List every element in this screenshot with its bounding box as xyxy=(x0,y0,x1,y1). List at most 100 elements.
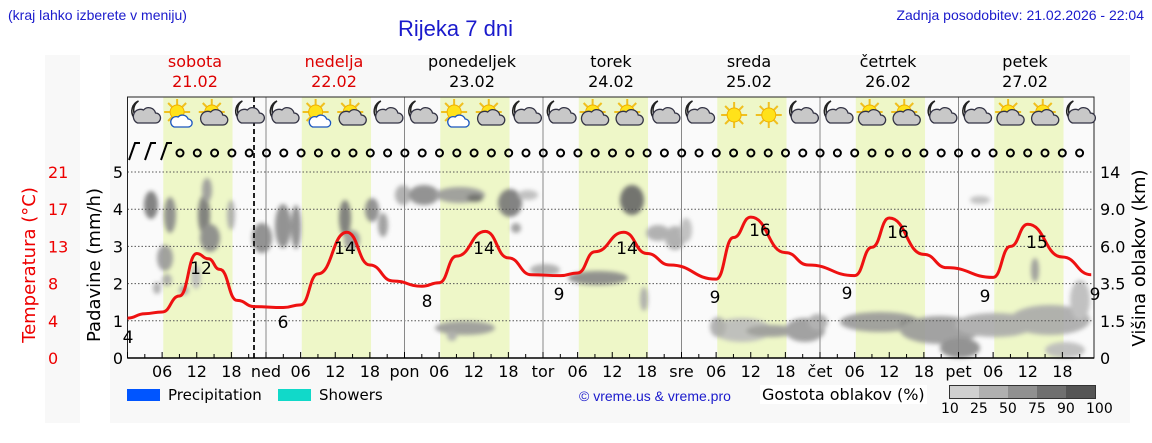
calm-wind-icon xyxy=(954,148,963,158)
density-tick: 100 xyxy=(1086,401,1113,417)
precipitation-swatch xyxy=(127,389,160,401)
temp-max-label: 15 xyxy=(1026,233,1048,253)
x-tick: 12 xyxy=(464,362,484,381)
calm-wind-icon xyxy=(815,148,825,158)
temp-max-label: 12 xyxy=(190,259,212,279)
calm-wind-icon xyxy=(435,148,444,158)
calm-wind-icon xyxy=(227,148,237,158)
density-swatch xyxy=(1066,386,1095,398)
calm-wind-icon xyxy=(521,148,531,158)
day-name: nedelja xyxy=(304,52,364,71)
temp-min-label: 9 xyxy=(710,288,721,308)
legend-showers-label: Showers xyxy=(319,386,383,404)
calm-wind-icon xyxy=(746,148,756,158)
calm-wind-icon xyxy=(313,148,323,158)
showers-swatch xyxy=(278,389,311,401)
wind-barb-icon xyxy=(144,142,156,161)
calm-wind-icon xyxy=(902,148,912,158)
calm-wind-icon xyxy=(711,148,721,158)
calm-wind-icon xyxy=(763,148,773,158)
temp-max-label: 14 xyxy=(473,239,495,259)
precip-tick: 4 xyxy=(113,200,123,219)
x-tick: tor xyxy=(532,362,555,381)
calm-wind-icon xyxy=(642,148,652,158)
temp-max-label: 14 xyxy=(334,239,356,259)
cloud-height-tick: 1.5 xyxy=(1100,312,1125,331)
temp-min-label: 9 xyxy=(842,284,853,304)
day-name: sreda xyxy=(726,52,772,71)
calm-wind-icon xyxy=(694,148,704,158)
temp-tick: 13 xyxy=(48,237,68,256)
wind-barb-icon xyxy=(128,142,140,161)
x-tick: 12 xyxy=(602,362,622,381)
calm-wind-icon xyxy=(279,148,289,158)
cloud-height-tick: 9.0 xyxy=(1100,200,1125,219)
calm-wind-icon xyxy=(608,148,617,158)
temp-max-label: 16 xyxy=(887,223,909,243)
x-tick: 06 xyxy=(983,362,1003,381)
calm-wind-icon xyxy=(192,148,202,158)
calm-wind-icon xyxy=(383,148,393,158)
day-name: petek xyxy=(1002,52,1048,71)
precip-tick: 0 xyxy=(113,349,123,368)
density-swatch xyxy=(979,386,1008,398)
x-tick: 06 xyxy=(844,362,864,381)
credit-link[interactable]: © vreme.us & vreme.pro xyxy=(579,388,731,404)
x-tick: pet xyxy=(945,362,971,381)
day-header-4: sreda 25.02 xyxy=(689,52,809,92)
x-tick: sre xyxy=(669,362,693,381)
temp-min-label: 6 xyxy=(278,313,289,333)
density-tick: 90 xyxy=(1057,401,1075,417)
temp-tick: 0 xyxy=(48,349,58,368)
calm-wind-icon xyxy=(1040,148,1050,158)
cloud-height-axis-label: Višina oblakov (km) xyxy=(1129,169,1150,346)
legend-precipitation: Precipitation xyxy=(127,386,262,404)
cloud-height-tick: 0 xyxy=(1100,349,1110,368)
day-header-5: četrtek 26.02 xyxy=(828,52,948,92)
legend-precipitation-label: Precipitation xyxy=(168,386,262,404)
x-tick: čet xyxy=(808,362,833,381)
temp-end-label: 9 xyxy=(1090,285,1101,305)
density-tick: 75 xyxy=(1028,401,1046,417)
temp-min-label: 4 xyxy=(123,328,134,348)
calm-wind-icon xyxy=(573,148,583,158)
x-tick: 06 xyxy=(152,362,172,381)
day-name: sobota xyxy=(167,52,223,71)
cloud-density-scale: 10 25 50 75 90 100 xyxy=(941,385,1113,417)
temp-axis-label: Temperatura (°C) xyxy=(19,187,40,344)
temp-max-label: 14 xyxy=(616,239,638,259)
calm-wind-icon xyxy=(798,148,808,158)
calm-wind-icon xyxy=(850,148,860,158)
temp-tick: 21 xyxy=(48,163,68,182)
precip-tick: 5 xyxy=(113,163,123,182)
temp-min-label: 9 xyxy=(980,287,991,307)
day-date: 23.02 xyxy=(449,72,495,91)
x-tick: 12 xyxy=(325,362,345,381)
calm-wind-icon xyxy=(884,148,894,158)
x-tick: 18 xyxy=(360,362,380,381)
x-tick: 18 xyxy=(914,362,934,381)
calm-wind-icon xyxy=(417,148,427,158)
x-tick: ned xyxy=(251,362,281,381)
x-tick: 06 xyxy=(290,362,310,381)
temp-tick: 8 xyxy=(48,275,58,294)
x-tick: 18 xyxy=(498,362,518,381)
calm-wind-icon xyxy=(469,148,479,158)
density-tick: 25 xyxy=(970,401,988,417)
calm-wind-icon xyxy=(659,148,669,158)
calm-wind-icon xyxy=(590,148,600,158)
day-header-0: sobota 21.02 xyxy=(135,52,255,92)
cloud-height-tick: 6.0 xyxy=(1100,237,1125,256)
temp-max-label: 16 xyxy=(749,221,771,241)
calm-wind-icon xyxy=(504,148,514,158)
calm-wind-icon xyxy=(867,148,877,158)
calm-wind-icon xyxy=(988,148,998,158)
day-header-3: torek 24.02 xyxy=(551,52,671,92)
day-date: 24.02 xyxy=(588,72,634,91)
calm-wind-icon xyxy=(625,148,635,158)
day-header-1: nedelja 22.02 xyxy=(274,52,394,92)
calm-wind-icon xyxy=(452,148,462,158)
calm-wind-icon xyxy=(556,148,566,158)
cloud-density-bar xyxy=(949,385,1096,399)
